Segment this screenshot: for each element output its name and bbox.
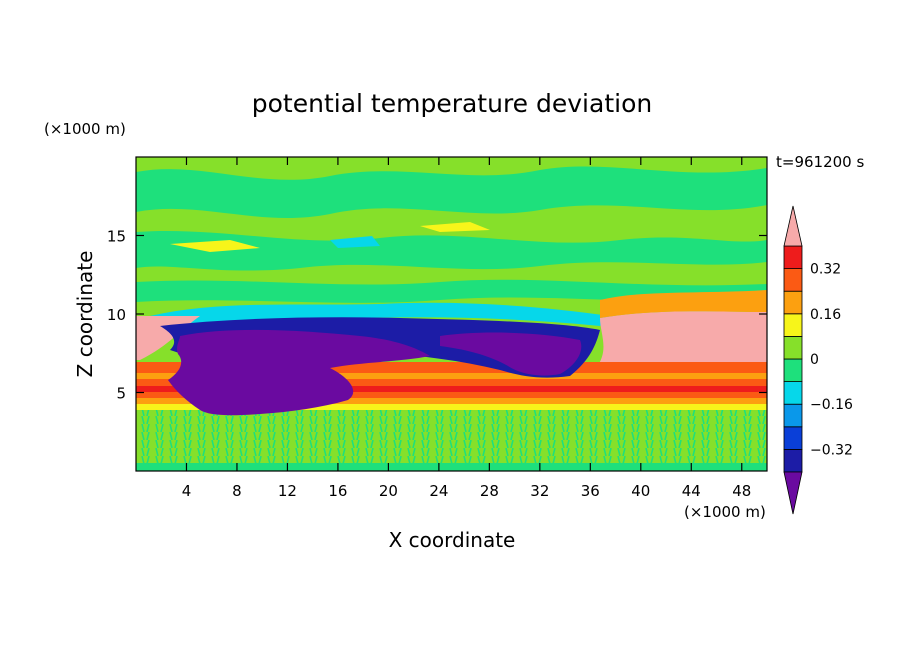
x-tick-label: 44	[682, 482, 701, 500]
colorbar-segment	[783, 426, 803, 450]
x-tick-label: 36	[581, 482, 600, 500]
warm-stripe	[136, 392, 767, 399]
band-lower-cool	[136, 279, 767, 303]
warm-stripe	[136, 386, 767, 393]
colorbar-segment	[783, 448, 803, 473]
colorbar-tick-label: 0.32	[810, 262, 841, 278]
y-axis: 5 10 15	[107, 228, 767, 403]
region-warm-right	[596, 311, 767, 368]
x-unit-label: (×1000 m)	[684, 503, 766, 521]
x-tick-label: 12	[278, 482, 297, 500]
colorbar-segment	[783, 358, 803, 383]
y-tick-label: 5	[116, 385, 126, 403]
colorbar-tick-label: −0.32	[810, 442, 853, 458]
y-unit-label: (×1000 m)	[44, 120, 126, 138]
x-tick-label: 16	[328, 482, 347, 500]
x-axis: 4 8 12 16 20 24 28 32 36 40 44 48	[182, 157, 751, 500]
colorbar-extend-top	[783, 205, 803, 247]
x-tick-label: 40	[631, 482, 650, 500]
colorbar-segment	[783, 381, 803, 405]
colorbar-segment	[783, 403, 803, 428]
warm-stripe	[136, 404, 767, 411]
x-tick-label: 28	[480, 482, 499, 500]
time-label: t=961200 s	[776, 153, 864, 171]
warm-stripe	[136, 373, 767, 380]
y-tick-label: 10	[107, 306, 126, 324]
y-axis-label: Z coordinate	[73, 251, 97, 378]
region-cold-pool	[168, 329, 430, 416]
x-tick-label: 20	[379, 482, 398, 500]
band-warm-spots	[170, 222, 490, 252]
x-tick-label: 48	[732, 482, 751, 500]
x-tick-label: 4	[182, 482, 192, 500]
x-axis-label: X coordinate	[389, 528, 516, 552]
colorbar-tick-label: 0	[810, 352, 819, 368]
y-tick-label: 15	[107, 228, 126, 246]
region-warm-speckle	[600, 290, 767, 318]
x-tick-label: 32	[530, 482, 549, 500]
x-tick-label: 8	[232, 482, 242, 500]
colorbar-segment	[783, 245, 803, 270]
region-surface-layer	[136, 463, 767, 471]
colorbar-extend-bottom	[783, 471, 803, 515]
chart-title: potential temperature deviation	[252, 89, 652, 118]
colorbar-segment	[783, 268, 803, 292]
band-mid-cool	[136, 230, 767, 271]
band-cyan-spot	[330, 236, 380, 248]
region-background-lower	[136, 410, 767, 471]
band-upper-cool	[136, 166, 767, 219]
colorbar-segment	[783, 313, 803, 337]
plot-field	[136, 157, 767, 471]
colorbar-tick-label: −0.16	[810, 397, 853, 413]
region-warm-stripe-top	[136, 362, 767, 366]
warm-stripe	[136, 366, 767, 373]
colorbar-segment	[783, 335, 803, 360]
region-cold-pool-east	[440, 332, 582, 376]
warm-stripe	[136, 379, 767, 386]
colorbar: −0.32 −0.16 0 0.16 0.32	[783, 205, 853, 515]
colorbar-tick-label: 0.16	[810, 307, 841, 323]
warm-stripe	[136, 398, 767, 405]
x-tick-label: 24	[429, 482, 448, 500]
colorbar-segment	[783, 290, 803, 315]
